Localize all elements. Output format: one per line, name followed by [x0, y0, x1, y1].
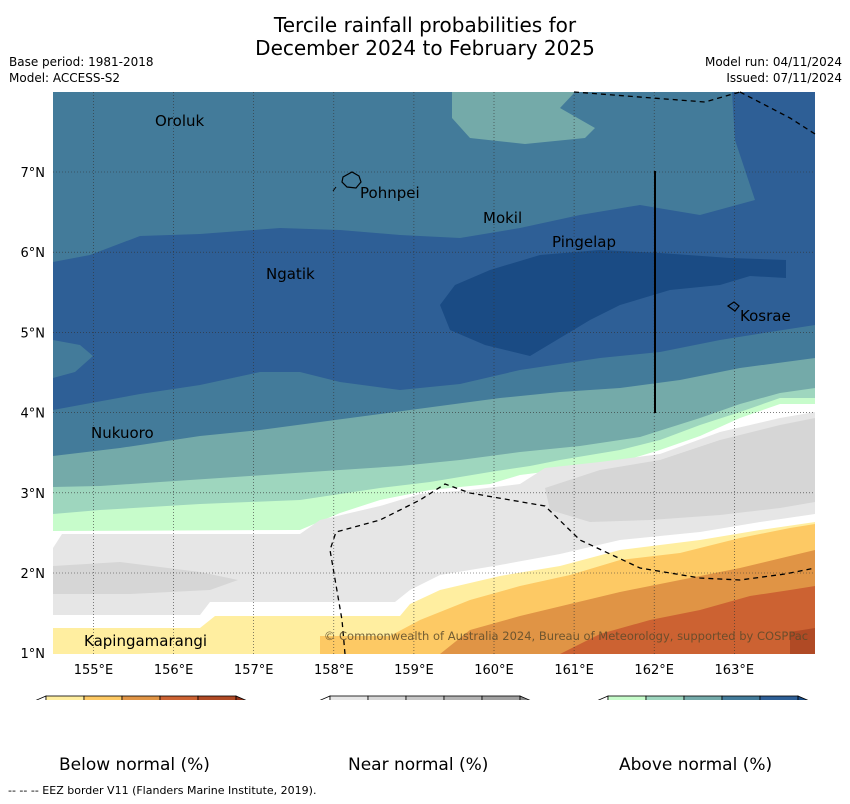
colorbar-segment	[721, 695, 761, 700]
colorbar-label-above: Above normal (%)	[619, 755, 773, 775]
model-run-date: Model run: 04/11/2024	[704, 55, 842, 69]
colorbar-label-below: Below normal (%)	[59, 755, 210, 775]
colorbar-segment	[683, 695, 723, 700]
place-label-mokil: Mokil	[483, 209, 522, 227]
base-period: Base period: 1981-2018	[9, 55, 154, 69]
colorbar-segment	[481, 695, 521, 700]
colorbar-min-arrow	[597, 695, 609, 700]
colorbar-legend: 405060708090405060708090405060708090	[35, 695, 809, 700]
issued-date: Issued: 07/11/2024	[726, 71, 842, 85]
colorbar-segment	[443, 695, 483, 700]
longitude-tick-label: 159°E	[394, 663, 434, 678]
latitude-tick-label: 5°N	[21, 326, 46, 341]
map-title-line1: Tercile rainfall probabilities for	[273, 13, 577, 37]
rainfall-map: Oroluk Pohnpei Mokil Pingelap Ngatik Kos…	[21, 91, 816, 700]
colorbar-max-arrow	[235, 695, 247, 700]
above-50-patch-north	[452, 92, 595, 144]
place-label-pingelap: Pingelap	[552, 233, 616, 251]
map-title-line2: December 2024 to February 2025	[255, 36, 595, 60]
copyright-notice: © Commonwealth of Australia 2024, Bureau…	[324, 629, 808, 643]
eez-border-northeast	[739, 91, 816, 135]
latitude-tick-label: 7°N	[21, 166, 46, 181]
colorbar-max-arrow	[519, 695, 531, 700]
latitude-axis: 7°N 6°N 5°N 4°N 3°N 2°N 1°N	[21, 166, 46, 662]
colorbar-segment	[405, 695, 445, 700]
latitude-tick-label: 6°N	[21, 246, 46, 261]
below-70-region	[560, 586, 815, 654]
longitude-tick-label: 155°E	[74, 663, 114, 678]
colorbar-segment	[367, 695, 407, 700]
colorbar-label-near: Near normal (%)	[348, 755, 489, 775]
pohnpei-island-outline	[341, 171, 362, 189]
above-80-region	[440, 250, 786, 356]
graticule	[53, 92, 815, 654]
longitude-tick-label: 162°E	[634, 663, 674, 678]
longitude-tick-label: 158°E	[314, 663, 354, 678]
place-label-kapingamarangi: Kapingamarangi	[84, 632, 207, 650]
longitude-tick-label: 163°E	[715, 663, 755, 678]
colorbar-segment	[121, 695, 161, 700]
eez-footnote: -- -- -- EEZ border V11 (Flanders Marine…	[8, 784, 317, 797]
colorbar-segment	[83, 695, 123, 700]
near-50-patch-west	[53, 562, 238, 594]
place-label-kosrae: Kosrae	[740, 307, 791, 325]
place-label-pohnpei: Pohnpei	[360, 184, 420, 202]
longitude-tick-label: 156°E	[154, 663, 194, 678]
place-label-ngatik: Ngatik	[266, 265, 315, 283]
near-50-patch-east	[545, 418, 815, 522]
eez-border-north	[573, 91, 741, 103]
colorbar-segment	[645, 695, 685, 700]
eez-border-south	[329, 483, 816, 655]
pohnpei-islet-mark	[332, 186, 337, 192]
latitude-tick-label: 2°N	[21, 567, 46, 582]
colorbar-segment	[607, 695, 647, 700]
latitude-tick-label: 1°N	[21, 647, 46, 662]
place-label-nukuoro: Nukuoro	[91, 424, 154, 442]
model-name: Model: ACCESS-S2	[9, 71, 121, 85]
colorbar-min-arrow	[319, 695, 331, 700]
longitude-tick-label: 157°E	[234, 663, 274, 678]
longitude-tick-label: 161°E	[554, 663, 594, 678]
above-60-lobe-west	[53, 340, 93, 378]
colorbar-max-arrow	[797, 695, 809, 700]
place-label-oroluk: Oroluk	[155, 112, 204, 130]
colorbar-segment	[329, 695, 369, 700]
colorbar-min-arrow	[35, 695, 47, 700]
latitude-tick-label: 3°N	[21, 487, 46, 502]
below-80-region	[790, 628, 815, 654]
colorbar-segment	[159, 695, 199, 700]
colorbar-segment	[759, 695, 799, 700]
longitude-axis: 155°E 156°E 157°E 158°E 159°E 160°E 161°E 162°E…	[74, 663, 754, 678]
colorbar-segment	[197, 695, 237, 700]
colorbar-segment	[45, 695, 85, 700]
longitude-tick-label: 160°E	[474, 663, 514, 678]
latitude-tick-label: 4°N	[21, 407, 46, 422]
kosrae-island-outline	[726, 301, 740, 312]
